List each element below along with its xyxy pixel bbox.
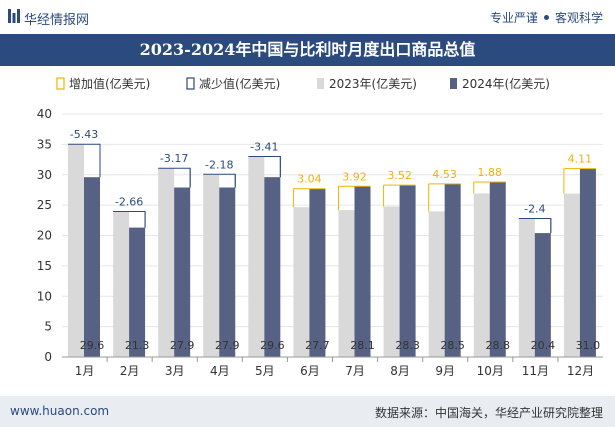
separator-dot-icon [543,15,549,20]
legend-2024-label: 2024年(亿美元) [462,76,550,91]
bar-2023 [203,174,220,357]
bar-2024 [399,185,416,357]
bar-2024 [354,186,371,357]
bar-2023 [428,211,445,357]
value-label-2024: 28.8 [486,339,511,352]
x-axis: 1月 2月 3月 4月 5月 6月 7月 8月 9月 10月 11月 12月 [62,356,603,378]
bar-2024 [309,188,326,357]
change-label: 1.88 [478,166,503,179]
value-label-2024: 29.6 [80,339,105,352]
website-link[interactable]: www.huaon.com [10,404,110,418]
tagline-left: 专业严谨 [489,11,538,25]
legend: 增加值(亿美元) 减少值(亿美元) 2023年(亿美元) 2024年(亿美元) [56,76,550,91]
footer-bar: www.huaon.com 数据来源：中国海关，华经产业研究院整理 [0,396,615,427]
value-label-2024: 28.3 [395,339,420,352]
bar-2023 [563,193,580,357]
bar-2024 [579,168,596,357]
x-tick-label: 11月 [522,364,549,378]
value-label-2024: 31.0 [576,339,601,352]
y-axis: 0 5 10 15 20 25 30 35 40 [37,107,52,364]
legend-increase-swatch [56,77,65,90]
x-tick-label: 12月 [567,364,594,378]
bar-2023 [473,193,490,357]
y-tick-label: 30 [37,168,52,182]
legend-decrease-label: 减少值(亿美元) [199,76,280,91]
bar-2024 [534,233,551,357]
change-label: 3.92 [342,170,367,183]
change-label: -2.4 [524,202,545,215]
bar-2024 [489,182,506,357]
value-label-2024: 21.3 [125,339,150,352]
legend-increase-label: 增加值(亿美元) [69,76,150,91]
legend-2023-label: 2023年(亿美元) [329,76,417,91]
change-label: 4.11 [568,153,593,166]
bar-2023 [158,168,175,357]
x-tick-label: 5月 [255,364,275,378]
change-label: -3.17 [160,152,188,165]
title-bar: 2023-2024年中国与比利时月度出口商品总值 [0,34,615,66]
change-label: -2.18 [205,158,233,171]
bar-2023 [338,210,355,357]
x-tick-label: 10月 [477,364,504,378]
chart-title: 2023-2024年中国与比利时月度出口商品总值 [139,40,476,59]
bar-2023 [518,218,535,357]
x-tick-label: 4月 [210,364,230,378]
x-tick-label: 9月 [435,364,455,378]
bar-2023 [383,206,400,357]
value-label-2024: 28.5 [440,339,465,352]
bar-2023 [68,144,84,357]
value-label-2024: 27.9 [215,339,240,352]
value-label-2024: 29.6 [260,339,285,352]
y-tick-label: 10 [37,289,52,303]
y-tick-label: 25 [37,198,52,212]
x-tick-label: 3月 [165,364,185,378]
x-tick-label: 6月 [300,364,320,378]
y-tick-label: 5 [44,320,52,334]
y-tick-label: 20 [37,229,52,243]
x-tick-label: 1月 [75,364,95,378]
value-label-2024: 28.1 [350,339,375,352]
change-label: 3.04 [297,173,322,186]
bar-2024 [129,227,146,357]
bar-2024 [219,187,236,357]
y-tick-label: 15 [37,259,52,273]
x-tick-label: 8月 [390,364,410,378]
tagline-right: 客观科学 [554,11,603,25]
brand-logo-icon [8,9,20,23]
bar-2023 [293,207,310,357]
brand-name: 华经情报网 [24,13,90,28]
chart-area: 增加值(亿美元) 减少值(亿美元) 2023年(亿美元) 2024年(亿美元) … [37,76,603,378]
x-tick-label: 2月 [120,364,140,378]
bar-2023 [248,156,265,357]
change-label: -5.43 [70,128,98,141]
tagline: 专业严谨 客观科学 [490,9,603,26]
bar-2024 [264,177,281,357]
value-label-2024: 20.4 [531,339,556,352]
grid [62,113,603,358]
legend-decrease-swatch [186,77,195,90]
change-label: 3.52 [387,169,412,182]
bar-2024 [444,183,461,357]
legend-2023-swatch [317,78,324,89]
bar-2023 [113,211,130,357]
top-bar: 华经情报网 专业严谨 客观科学 [0,0,615,34]
change-label: 4.53 [432,168,457,181]
y-tick-label: 0 [44,350,52,364]
x-tick-label: 7月 [345,364,365,378]
value-label-2024: 27.7 [305,339,330,352]
legend-2024-swatch [450,78,457,89]
bar-2024 [84,177,100,357]
data-source: 数据来源：中国海关，华经产业研究院整理 [374,406,603,420]
y-tick-label: 35 [37,137,52,151]
change-label: -2.66 [115,195,143,208]
change-label: -3.41 [250,140,278,153]
y-tick-label: 40 [37,107,52,121]
value-label-2024: 27.9 [170,339,195,352]
bar-2024 [174,187,191,357]
bars: 29.6 -5.43 21.3 -2.66 27.9 -3.17 27.9 -2.18 29.6… [68,128,600,357]
